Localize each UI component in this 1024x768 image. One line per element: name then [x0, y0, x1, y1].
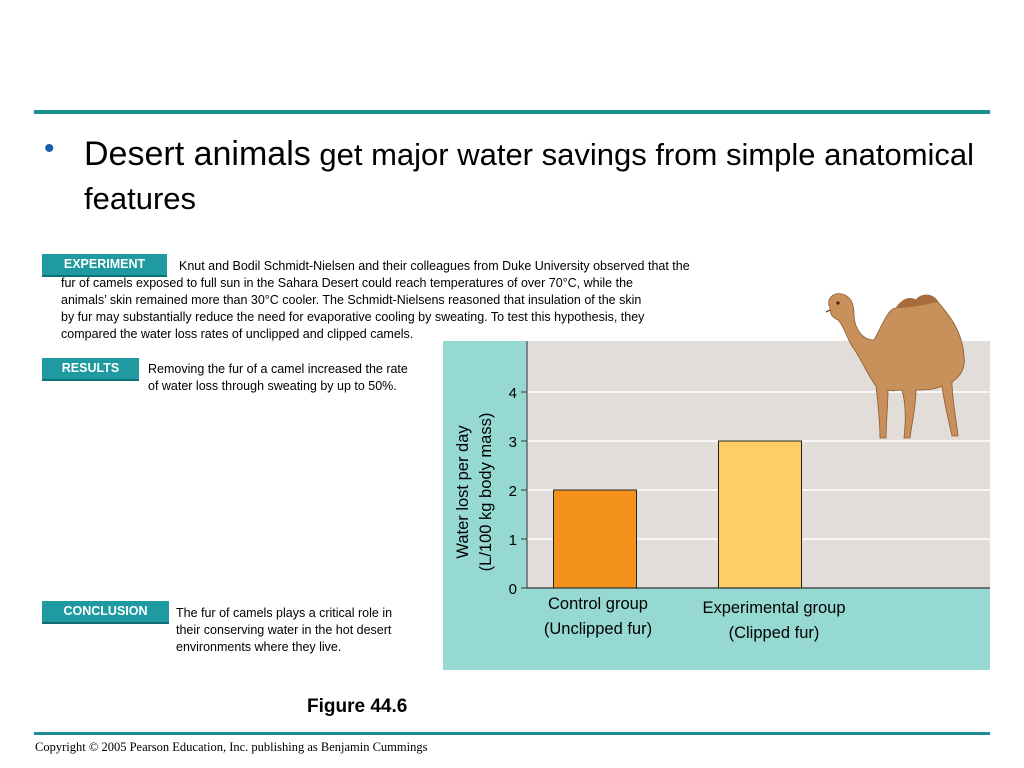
bullet-rest: get major water savings from simple anat… — [84, 137, 975, 216]
bullet-dot-icon: • — [44, 132, 55, 165]
bullet-large: Desert animals — [84, 135, 311, 173]
experiment-line: compared the water loss rates of unclipp… — [61, 327, 414, 341]
results-text: Removing the fur of a camel increased th… — [148, 361, 448, 395]
experiment-text: Knut and Bodil Schmidt-Nielsen and their… — [61, 258, 781, 343]
figure-caption: Figure 44.6 — [307, 696, 408, 717]
bullet-text: Desert animals get major water savings f… — [84, 132, 984, 221]
conclusion-tag: CONCLUSION — [42, 601, 169, 624]
experiment-line: Knut and Bodil Schmidt-Nielsen and their… — [179, 259, 690, 273]
bottom-rule — [34, 732, 990, 735]
experiment-line: animals’ skin remained more than 30°C co… — [61, 293, 642, 307]
conclusion-text: The fur of camels plays a critical role … — [176, 605, 436, 656]
conclusion-line: their conserving water in the hot desert — [176, 623, 392, 637]
experiment-line: fur of camels exposed to full sun in the… — [61, 276, 633, 290]
results-line: Removing the fur of a camel increased th… — [148, 362, 408, 376]
camel-illustration — [825, 293, 965, 439]
copyright-text: Copyright © 2005 Pearson Education, Inc.… — [35, 740, 428, 754]
conclusion-line: environments where they live. — [176, 640, 342, 654]
top-rule — [34, 110, 990, 114]
results-tag: RESULTS — [42, 358, 139, 381]
experiment-tag: EXPERIMENT — [42, 254, 167, 277]
results-line: of water loss through sweating by up to … — [148, 379, 397, 393]
experiment-line: by fur may substantially reduce the need… — [61, 310, 645, 324]
conclusion-line: The fur of camels plays a critical role … — [176, 606, 393, 620]
